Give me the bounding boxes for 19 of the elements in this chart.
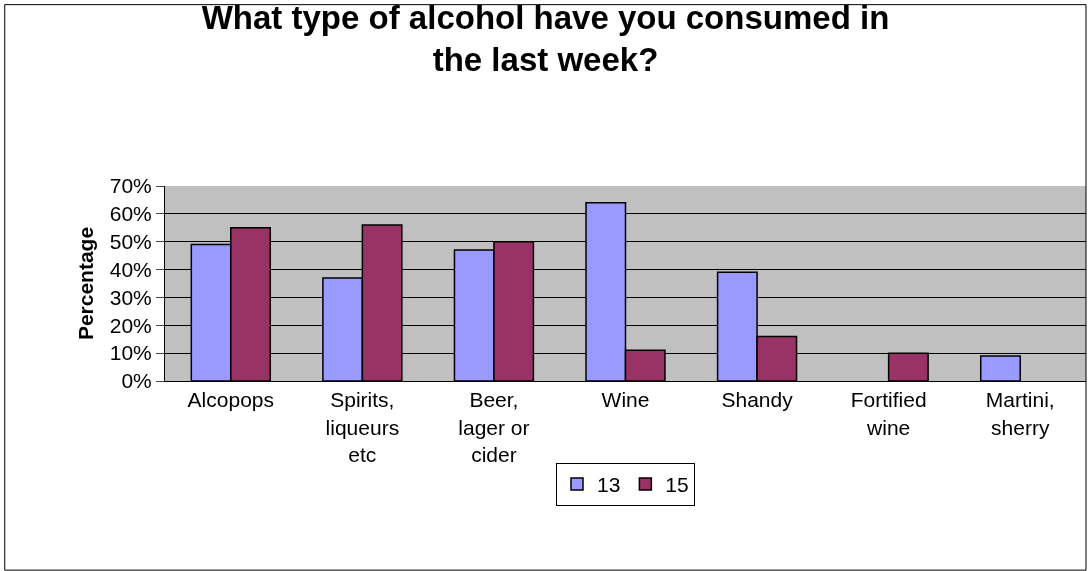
legend-label: 15 [665,473,689,497]
x-tick-label: Wine [601,388,650,412]
y-tick-label: 40% [109,257,152,281]
y-tick-label: 60% [109,202,152,226]
y-tick-label: 0% [121,369,152,393]
y-tick-label: 50% [109,230,152,254]
y-tick-label: 10% [109,341,152,365]
x-tick-label: Shandy [721,388,794,412]
x-tick-label: Spirits, liqueurs etc [325,388,400,466]
x-tick-label: Martini, sherry [985,388,1055,439]
x-tick-label: Beer, lager or cider [458,388,530,466]
x-tick-label: Alcopops [187,388,274,412]
y-tick-label: 30% [109,285,152,309]
y-tick-label: 20% [109,313,152,337]
chart-title: What type of alcohol have you consumed in the last week? [201,0,890,79]
x-tick-label: Fortified wine [850,388,927,439]
legend-label: 13 [597,473,621,497]
y-tick-label: 70% [109,174,152,198]
y-axis-title: Percentage [73,226,97,341]
